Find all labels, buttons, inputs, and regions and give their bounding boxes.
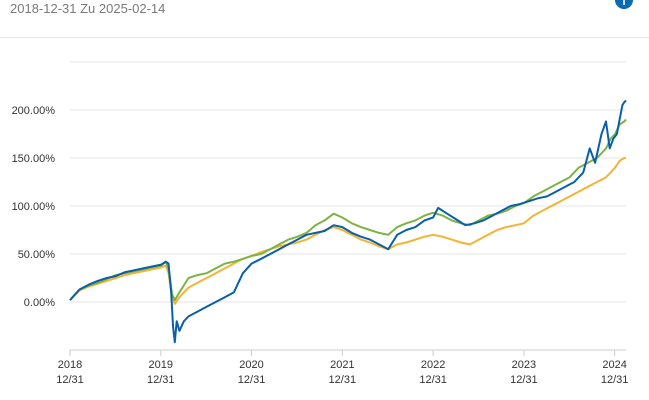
- x-tick-date: 12/31: [147, 374, 175, 386]
- date-range-label: 2018-12-31 Zu 2025-02-14: [10, 1, 166, 16]
- x-tick-year: 2024: [602, 359, 626, 371]
- series-line-1: [69, 99, 627, 344]
- x-tick-date: 12/31: [601, 374, 629, 386]
- y-tick-label: 100.00%: [12, 201, 56, 213]
- x-tick-date: 12/31: [419, 374, 447, 386]
- x-tick-date: 12/31: [238, 374, 266, 386]
- x-tick-date: 12/31: [329, 374, 357, 386]
- x-tick-year: 2018: [58, 359, 82, 371]
- y-tick-label: 50.00%: [18, 249, 56, 261]
- x-tick-year: 2020: [239, 359, 263, 371]
- y-tick-label: 200.00%: [12, 105, 56, 117]
- x-tick-date: 12/31: [510, 374, 538, 386]
- y-tick-label: 150.00%: [12, 153, 56, 165]
- info-icon[interactable]: i: [615, 0, 633, 9]
- x-tick-year: 2021: [330, 359, 354, 371]
- series-line-3: [69, 157, 626, 305]
- chart-header: 2018-12-31 Zu 2025-02-14 i: [0, 0, 649, 38]
- x-tick-year: 2019: [149, 359, 173, 371]
- x-tick-year: 2023: [512, 359, 536, 371]
- x-tick-date: 12/31: [56, 374, 84, 386]
- y-tick-label: 0.00%: [24, 297, 55, 309]
- x-tick-year: 2022: [421, 359, 445, 371]
